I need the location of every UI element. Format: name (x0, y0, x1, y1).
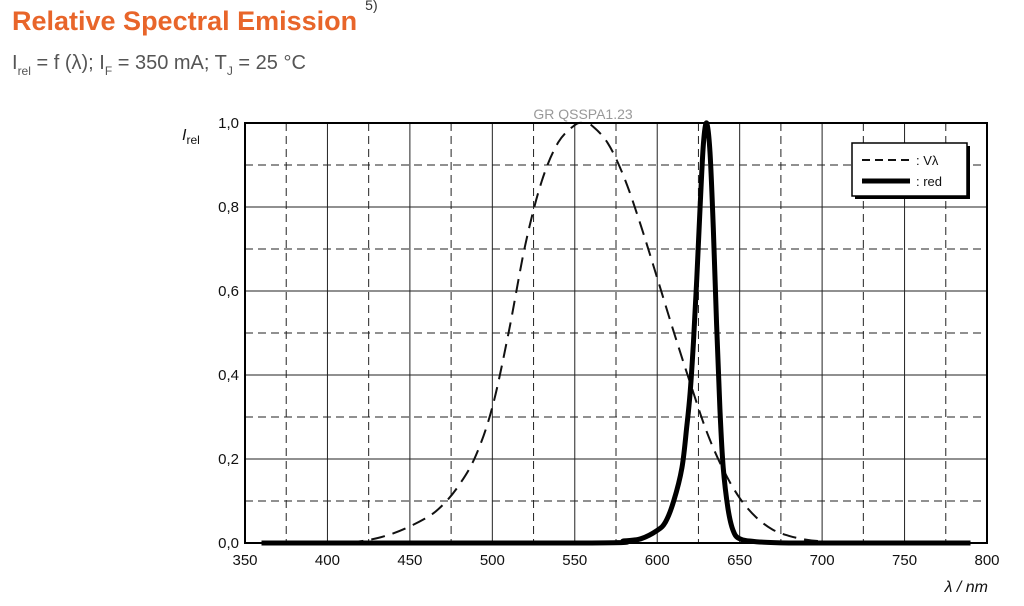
x-tick-label: 800 (974, 552, 999, 569)
y-axis-label: Irel (182, 127, 200, 147)
chart-watermark: GR QSSPA1.23 (533, 106, 633, 122)
plot-frame (244, 122, 988, 544)
legend-label-v-lambda: : Vλ (916, 153, 939, 168)
chart-legend: : Vλ : red (851, 142, 970, 199)
x-tick-label: 650 (727, 552, 752, 569)
tick-layer: 350 400 450 500 550 600 650 700 750 800 0,0 0,2 0,4 0… (218, 115, 999, 569)
x-tick-label: 550 (562, 552, 587, 569)
legend-label-red: : red (916, 174, 942, 189)
x-tick-label: 700 (810, 552, 835, 569)
y-axis-label-sub: rel (186, 133, 199, 147)
series-line-v-lambda (261, 121, 971, 545)
x-tick-label: 350 (232, 552, 257, 569)
y-tick-label: 0,0 (218, 535, 239, 552)
subtitle-part: = 350 mA; T (112, 52, 227, 74)
x-tick-label: 600 (645, 552, 670, 569)
x-axis-label: λ / nm (944, 579, 988, 596)
subtitle-sub: F (104, 64, 113, 78)
subtitle-part: = f (λ); I (30, 52, 105, 74)
series-line-red (261, 120, 971, 546)
y-tick-label: 0,4 (218, 367, 239, 384)
legend-box (851, 142, 968, 197)
title-footnote: 5) (365, 0, 378, 13)
page-title: Relative Spectral Emission 5) (12, 0, 378, 37)
subtitle-part: I (12, 52, 18, 74)
subtitle-part: = 25 °C (232, 52, 306, 74)
page-subtitle: Irel = f (λ); IF = 350 mA; TJ = 25 °C (12, 52, 306, 78)
y-tick-label: 0,8 (218, 199, 239, 216)
subtitle-sub: J (226, 64, 233, 78)
y-tick-label: 1,0 (218, 115, 239, 132)
page-title-text: Relative Spectral Emission (12, 6, 358, 36)
series-layer (261, 120, 971, 546)
x-tick-label: 500 (480, 552, 505, 569)
x-tick-label: 400 (315, 552, 340, 569)
x-tick-label: 750 (892, 552, 917, 569)
y-tick-label: 0,6 (218, 283, 239, 300)
y-axis-label-main: I (182, 127, 187, 144)
x-tick-label: 450 (397, 552, 422, 569)
grid-layer (245, 123, 987, 543)
subtitle-sub: rel (17, 64, 31, 78)
y-tick-label: 0,2 (218, 451, 239, 468)
